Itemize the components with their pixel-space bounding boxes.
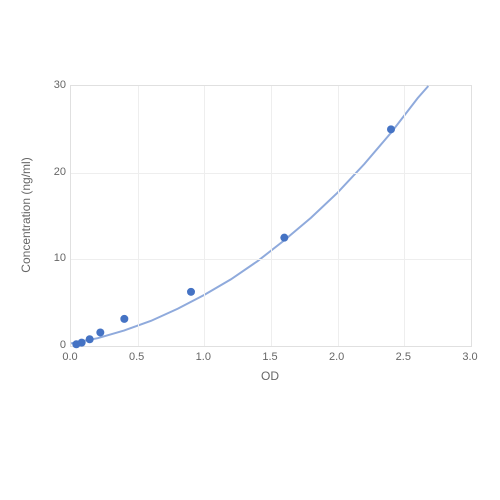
gridline-vertical xyxy=(138,86,139,346)
y-axis-label: Concentration (ng/ml) xyxy=(19,157,33,272)
x-tick-label: 0.0 xyxy=(62,351,77,363)
gridline-vertical xyxy=(204,86,205,346)
gridline-horizontal xyxy=(71,259,471,260)
data-point xyxy=(387,125,395,133)
x-tick-label: 1.5 xyxy=(262,351,277,363)
data-point xyxy=(86,335,94,343)
data-point xyxy=(78,339,86,347)
gridline-vertical xyxy=(271,86,272,346)
fit-curve xyxy=(71,86,428,343)
y-tick-label: 10 xyxy=(46,252,66,264)
gridline-horizontal xyxy=(71,173,471,174)
data-point xyxy=(120,315,128,323)
y-tick-label: 30 xyxy=(46,79,66,91)
x-tick-label: 2.5 xyxy=(396,351,411,363)
data-point xyxy=(280,234,288,242)
data-point xyxy=(187,288,195,296)
data-point xyxy=(96,328,104,336)
x-tick-label: 3.0 xyxy=(462,351,477,363)
y-tick-label: 20 xyxy=(46,166,66,178)
gridline-vertical xyxy=(338,86,339,346)
x-axis-label: OD xyxy=(261,369,279,383)
chart-container: 0.0 0.5 1.0 1.5 2.0 2.5 3.0 0 10 20 30 OD Concentr… xyxy=(0,0,500,500)
y-tick-label: 0 xyxy=(46,339,66,351)
x-tick-label: 1.0 xyxy=(196,351,211,363)
x-tick-label: 0.5 xyxy=(129,351,144,363)
plot-area xyxy=(70,85,472,347)
x-tick-label: 2.0 xyxy=(329,351,344,363)
gridline-vertical xyxy=(404,86,405,346)
